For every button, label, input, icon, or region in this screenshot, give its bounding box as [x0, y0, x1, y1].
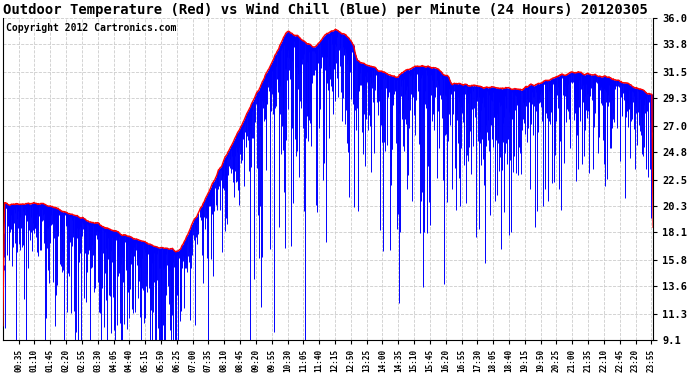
Text: Outdoor Temperature (Red) vs Wind Chill (Blue) per Minute (24 Hours) 20120305: Outdoor Temperature (Red) vs Wind Chill … [3, 3, 648, 17]
Text: Copyright 2012 Cartronics.com: Copyright 2012 Cartronics.com [6, 23, 177, 33]
